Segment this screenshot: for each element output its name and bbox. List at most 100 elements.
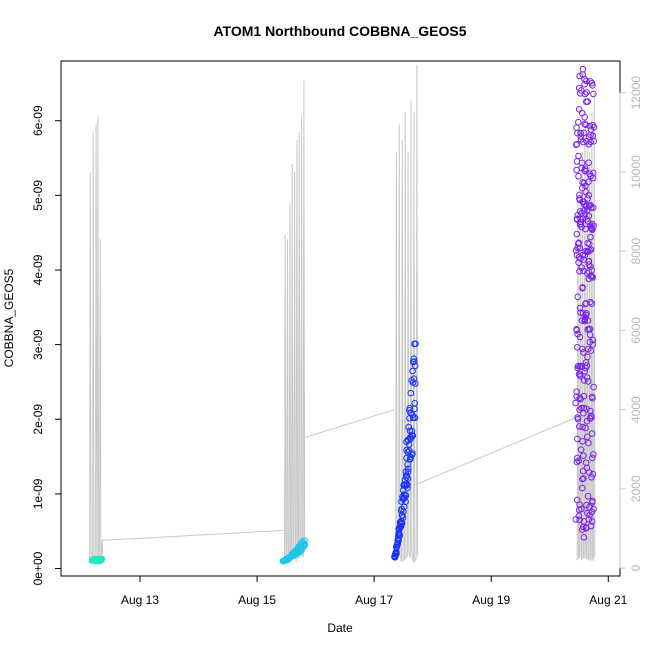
data-point bbox=[580, 138, 587, 146]
data-point bbox=[577, 87, 585, 94]
data-point bbox=[577, 129, 584, 137]
data-point bbox=[585, 191, 593, 199]
altitude-transit-line bbox=[414, 417, 577, 486]
data-point bbox=[580, 129, 588, 137]
data-point bbox=[589, 499, 596, 506]
data-point bbox=[574, 415, 582, 423]
data-point bbox=[575, 172, 582, 180]
x-tick-label: Aug 15 bbox=[238, 593, 276, 607]
y-axis-label: COBBNA_GEOS5 bbox=[2, 268, 16, 367]
data-point bbox=[576, 333, 584, 341]
altitude-flight-1 bbox=[89, 116, 104, 564]
data-point bbox=[409, 367, 416, 375]
data-point bbox=[573, 388, 580, 396]
data-point bbox=[580, 392, 588, 400]
data-point bbox=[578, 223, 585, 231]
data-point bbox=[404, 465, 412, 473]
data-point bbox=[587, 347, 595, 355]
data-point bbox=[590, 123, 598, 131]
data-point bbox=[574, 435, 581, 443]
data-point bbox=[98, 555, 106, 563]
altitude-series bbox=[89, 64, 596, 564]
data-point bbox=[585, 261, 593, 268]
data-point bbox=[578, 264, 585, 271]
data-point bbox=[579, 423, 586, 431]
y2-tick-label: 2000 bbox=[629, 475, 643, 502]
y2-tick-label: 0 bbox=[629, 564, 643, 571]
altitude-flight-2 bbox=[284, 80, 306, 563]
data-point bbox=[576, 394, 584, 402]
y-tick-label: 2e-09 bbox=[31, 404, 45, 435]
data-point bbox=[584, 98, 591, 105]
altitude-transit-line bbox=[304, 409, 395, 438]
y2-tick-label: 6000 bbox=[629, 317, 643, 344]
data-point bbox=[581, 80, 588, 88]
data-point bbox=[577, 372, 584, 380]
data-point bbox=[588, 267, 596, 274]
y-tick-label: 4e-09 bbox=[31, 254, 45, 285]
data-point bbox=[586, 122, 594, 130]
data-point bbox=[583, 89, 591, 96]
data-point bbox=[576, 268, 583, 275]
y-tick-label: 5e-09 bbox=[31, 180, 45, 211]
data-point bbox=[575, 512, 583, 520]
data-point bbox=[578, 159, 586, 167]
data-point bbox=[395, 530, 403, 538]
data-point bbox=[411, 358, 418, 365]
data-point bbox=[573, 458, 581, 466]
data-point bbox=[580, 349, 587, 356]
data-point bbox=[396, 532, 404, 539]
data-point bbox=[576, 501, 583, 509]
data-point bbox=[590, 222, 597, 230]
data-point bbox=[585, 439, 592, 447]
data-point bbox=[587, 263, 594, 270]
data-point bbox=[573, 230, 581, 238]
plot-area bbox=[60, 60, 621, 577]
data-point bbox=[579, 65, 587, 73]
data-point bbox=[581, 75, 588, 83]
data-point bbox=[590, 137, 598, 145]
x-tick-label: Aug 19 bbox=[472, 593, 510, 607]
data-point bbox=[589, 82, 596, 89]
x-tick-label: Aug 17 bbox=[355, 593, 393, 607]
data-point bbox=[405, 423, 413, 431]
data-point bbox=[590, 383, 597, 391]
data-point bbox=[408, 427, 416, 435]
y-tick-label: 1e-09 bbox=[31, 478, 45, 509]
data-point bbox=[576, 423, 583, 430]
data-point bbox=[587, 412, 595, 420]
x-tick-label: Aug 13 bbox=[121, 593, 159, 607]
data-point bbox=[590, 505, 597, 513]
data-point bbox=[575, 259, 582, 266]
data-point bbox=[404, 461, 412, 468]
data-point bbox=[588, 300, 596, 307]
data-point bbox=[582, 424, 589, 432]
data-point bbox=[589, 336, 597, 344]
data-point bbox=[585, 159, 593, 167]
data-point bbox=[579, 438, 586, 445]
data-point bbox=[587, 138, 594, 146]
data-point bbox=[588, 273, 596, 280]
y-tick-label: 0e+00 bbox=[31, 551, 45, 585]
data-point bbox=[590, 451, 597, 458]
data-point bbox=[576, 406, 583, 414]
y2-tick-label: 10000 bbox=[629, 155, 643, 189]
data-point bbox=[579, 475, 586, 483]
data-point bbox=[589, 394, 596, 402]
data-point bbox=[584, 195, 592, 202]
data-point bbox=[587, 233, 594, 241]
data-point bbox=[575, 240, 582, 247]
data-point bbox=[581, 368, 589, 375]
data-point bbox=[590, 90, 597, 98]
data-point bbox=[590, 169, 597, 177]
data-point bbox=[588, 474, 595, 481]
y-axis: 0e+00 1e-09 2e-09 3e-09 4e-09 5e-09 6e-09 bbox=[31, 105, 62, 585]
x-axis-label: Date bbox=[327, 621, 353, 635]
data-point bbox=[404, 468, 412, 476]
altitude-flight-3 bbox=[395, 64, 419, 563]
data-point bbox=[403, 446, 410, 454]
data-point bbox=[408, 432, 416, 439]
secondary-y-axis: 0 2000 4000 6000 8000 10000 12000 bbox=[619, 76, 643, 571]
data-point bbox=[589, 226, 596, 233]
